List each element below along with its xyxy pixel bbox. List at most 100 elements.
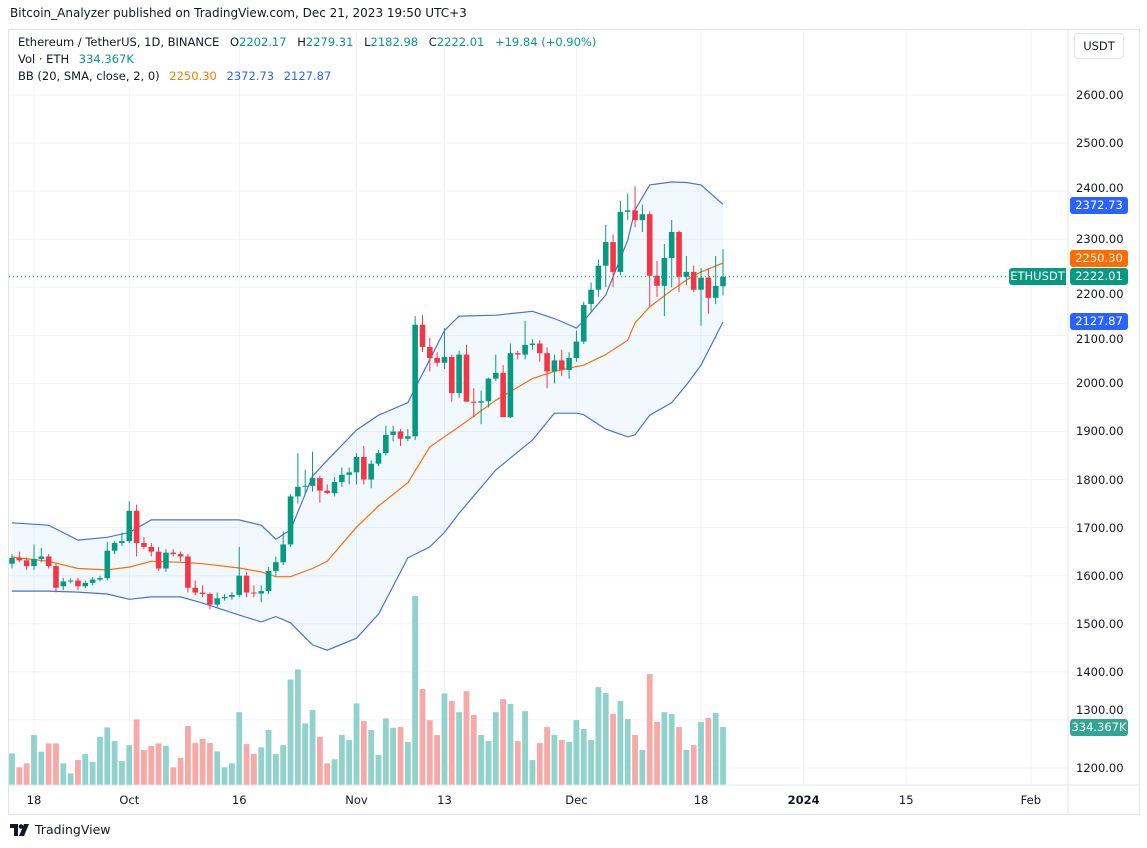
candle-body xyxy=(67,580,74,582)
volume-bar xyxy=(258,747,265,785)
candle-body xyxy=(514,353,521,355)
candle-body xyxy=(155,551,162,569)
bb-upper-price-tag: 2372.73 xyxy=(1070,197,1128,214)
candle-body xyxy=(544,353,550,372)
volume-bar xyxy=(580,728,587,785)
candle-body xyxy=(31,558,37,567)
volume-bar xyxy=(624,719,631,785)
candle-body xyxy=(375,453,382,464)
volume-bar xyxy=(111,741,118,785)
footer-brand[interactable]: TradingView xyxy=(10,822,111,837)
candle-body xyxy=(668,232,675,258)
volume-bar xyxy=(316,736,323,785)
legend-symbol[interactable]: Ethereum / TetherUS, 1D, BINANCE xyxy=(18,35,220,49)
candle-body xyxy=(346,472,352,475)
volume-bar xyxy=(595,687,602,785)
volume-bar xyxy=(265,730,272,785)
time-tick-label: Nov xyxy=(345,793,368,807)
candle-body xyxy=(646,214,653,276)
candle-body xyxy=(148,546,155,552)
candle-body xyxy=(390,431,396,435)
legend-change: +19.84 (+0.90%) xyxy=(494,35,597,49)
currency-button[interactable]: USDT xyxy=(1074,33,1124,59)
candle-body xyxy=(60,581,67,587)
candle-body xyxy=(45,556,52,567)
candle-body xyxy=(126,510,133,542)
volume-bar xyxy=(16,767,23,785)
candle-body xyxy=(602,242,609,266)
volume-bar xyxy=(229,763,235,785)
volume-bar xyxy=(390,727,397,785)
volume-bar xyxy=(705,718,712,785)
candle-body xyxy=(309,478,316,486)
price-tick-label: 1300.00 xyxy=(1076,703,1124,717)
volume-bar xyxy=(67,773,74,785)
volume-bar xyxy=(529,760,536,785)
price-tick-label: 2600.00 xyxy=(1076,88,1124,102)
candle-body xyxy=(331,481,338,494)
time-tick-label: Oct xyxy=(119,793,140,807)
candle-body xyxy=(698,277,704,290)
volume-bar xyxy=(104,727,111,785)
candle-body xyxy=(580,305,587,342)
legend-open-label: O xyxy=(229,35,239,49)
volume-bar xyxy=(522,711,528,785)
volume-bar xyxy=(514,741,521,785)
candle-body xyxy=(163,552,169,569)
time-tick-label: 18 xyxy=(26,793,42,807)
candle-body xyxy=(419,324,426,347)
volume-bar xyxy=(177,757,184,785)
price-tick-label: 2000.00 xyxy=(1076,376,1124,391)
volume-bar xyxy=(382,718,389,785)
volume-bar xyxy=(133,719,140,785)
volume-bar xyxy=(360,721,367,785)
volume-bar xyxy=(163,745,169,785)
legend-bollinger: BB (20, SMA, close, 2, 0) 2250.30 2372.7… xyxy=(18,69,331,83)
bb-upper-line xyxy=(11,181,724,541)
candle-body xyxy=(141,543,147,547)
volume-bar xyxy=(126,745,133,785)
footer-brand-text: TradingView xyxy=(35,822,111,837)
candle-body xyxy=(632,210,638,220)
legend-volume-label[interactable]: Vol · ETH xyxy=(18,52,70,66)
candle-body xyxy=(566,357,572,370)
legend-open: 2202.17 xyxy=(239,35,287,49)
candle-body xyxy=(441,356,448,363)
volume-bar xyxy=(243,744,250,785)
volume-tag: 334.367K xyxy=(1070,719,1128,736)
volume-bar xyxy=(683,749,690,785)
volume-bar xyxy=(426,720,433,785)
legend-close-label: C xyxy=(428,35,437,49)
legend-volume: Vol · ETH 334.367K xyxy=(18,52,134,66)
volume-bar xyxy=(221,767,228,785)
volume-bar xyxy=(698,722,704,785)
volume-bar xyxy=(324,763,331,785)
candle-body xyxy=(214,598,221,605)
volume-bar xyxy=(272,754,279,785)
candle-body xyxy=(683,271,690,277)
volume-bar xyxy=(302,723,309,785)
volume-bar xyxy=(331,759,338,785)
volume-bar xyxy=(492,712,499,785)
candle-body xyxy=(16,557,23,561)
volume-bar xyxy=(346,740,353,785)
volume-bar xyxy=(82,754,89,785)
candle-body xyxy=(624,210,631,212)
candle-body xyxy=(368,463,374,480)
candle-body xyxy=(75,580,81,587)
candle-body xyxy=(434,357,440,363)
volume-bar xyxy=(368,730,375,785)
price-tick-label: 1200.00 xyxy=(1076,760,1124,775)
volume-bar xyxy=(148,745,155,785)
time-tick-label: 16 xyxy=(231,793,247,807)
volume-bar xyxy=(536,743,543,785)
legend-bb-label[interactable]: BB (20, SMA, close, 2, 0) xyxy=(18,69,160,83)
volume-bar xyxy=(478,735,485,785)
candle-body xyxy=(536,343,543,354)
volume-bar xyxy=(280,745,287,785)
candle-body xyxy=(111,543,118,551)
candle-body xyxy=(470,401,477,403)
candle-body xyxy=(302,485,308,487)
candle-body xyxy=(588,289,594,305)
